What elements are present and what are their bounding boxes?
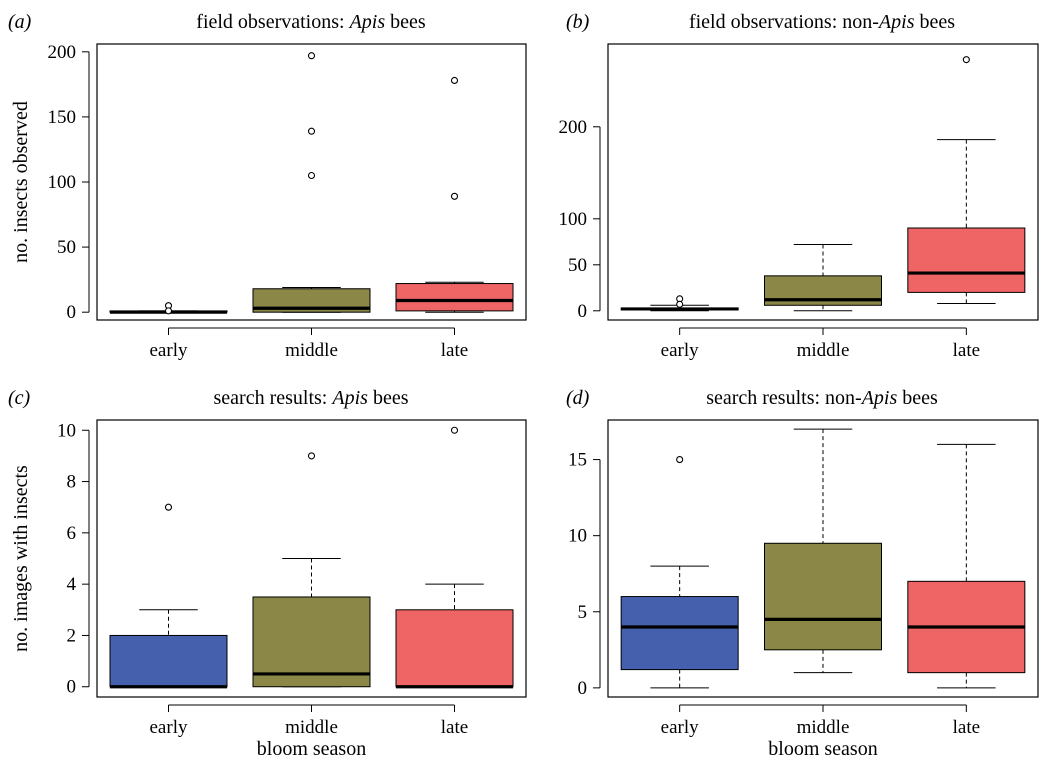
y-tick-label: 4: [67, 574, 77, 595]
panel-c: (c) search results: Apis bees 0 2 4 6 8 10 early…: [8, 387, 527, 760]
y-tick-label: 50: [568, 255, 587, 276]
y-tick-label: 100: [559, 209, 588, 230]
plot-frame: [607, 43, 1039, 321]
panel-letter: (a): [8, 11, 32, 33]
box-middle: [252, 52, 371, 313]
plot-frame: [96, 419, 527, 698]
y-tick-label: 0: [67, 677, 77, 698]
y-tick-label: 6: [67, 523, 77, 544]
panel-d: (d) search results: non-Apis bees 0 5 10 15 ea…: [566, 387, 1039, 760]
x-tick-label: middle: [285, 340, 338, 361]
title-suffix: bees: [385, 11, 426, 33]
outlier-point: [164, 503, 173, 511]
title-suffix: bees: [914, 11, 955, 33]
plot-frame: [96, 43, 527, 321]
outlier-point: [450, 76, 459, 85]
title-italic: Apis: [877, 11, 915, 33]
title-prefix: search results: non-: [706, 387, 862, 409]
iqr-box: [109, 634, 228, 688]
box-middle: [764, 428, 882, 674]
box-early: [620, 456, 739, 689]
y-tick-label: 8: [67, 472, 77, 493]
x-tick-label: late: [953, 717, 980, 738]
panel-a: (a) field observations: Apis bees 0 50 100 15…: [8, 11, 527, 361]
outlier-point: [450, 192, 459, 200]
box-early: [109, 302, 228, 315]
box-late: [395, 426, 514, 689]
y-tick-label: 5: [578, 602, 588, 623]
iqr-box: [620, 596, 739, 671]
y-tick-label: 200: [48, 42, 77, 63]
y-tick-label: 0: [578, 678, 588, 699]
panel-title: search results: Apis bees: [214, 387, 409, 409]
iqr-box: [395, 609, 514, 688]
box-early: [620, 295, 739, 312]
x-axis-label: bloom season: [768, 738, 877, 760]
box-middle: [764, 244, 882, 312]
iqr-box: [395, 283, 514, 312]
outlier-point: [962, 56, 970, 64]
panel-b: (b) field observations: non-Apis bees 0 50 1…: [559, 11, 1039, 361]
panel-letter: (c): [8, 387, 31, 409]
outlier-point: [307, 127, 316, 135]
iqr-box: [252, 288, 371, 313]
panel-letter: (d): [566, 387, 590, 409]
title-suffix: bees: [368, 387, 409, 409]
outlier-point: [676, 456, 684, 464]
y-axis-label: no. insects observed: [10, 101, 32, 263]
y-tick-label: 150: [48, 107, 77, 128]
outlier-point: [676, 300, 684, 308]
y-axis-label: no. images with insects: [10, 465, 32, 652]
x-tick-label: late: [441, 340, 468, 361]
outlier-point: [307, 452, 316, 460]
panel-title: field observations: non-Apis bees: [689, 11, 955, 33]
y-tick-label: 10: [568, 526, 587, 547]
title-italic: Apis: [860, 387, 898, 409]
y-tick-label: 0: [578, 301, 588, 322]
panel-letter: (b): [566, 11, 590, 33]
plot-frame: [607, 419, 1039, 698]
box-early: [109, 503, 228, 689]
x-tick-label: late: [953, 340, 980, 361]
box-late: [907, 56, 1026, 304]
title-prefix: field observations: non-: [689, 11, 879, 33]
x-tick-label: early: [150, 340, 188, 361]
x-tick-label: early: [661, 340, 699, 361]
y-tick-label: 200: [559, 117, 588, 138]
x-tick-label: middle: [285, 717, 338, 738]
outlier-point: [307, 52, 316, 60]
y-tick-label: 2: [67, 625, 77, 646]
outlier-point: [164, 307, 173, 315]
outlier-point: [450, 426, 459, 434]
y-tick-label: 0: [67, 302, 77, 323]
box-late: [907, 443, 1026, 689]
y-tick-label: 100: [48, 172, 77, 193]
x-axis-label: bloom season: [257, 738, 366, 760]
x-tick-label: early: [150, 717, 188, 738]
iqr-box: [907, 227, 1026, 293]
x-tick-label: middle: [797, 340, 850, 361]
x-tick-label: late: [441, 717, 468, 738]
panel-title: field observations: Apis bees: [196, 11, 426, 33]
title-italic: Apis: [348, 11, 386, 33]
iqr-box: [764, 542, 882, 651]
box-late: [395, 76, 514, 313]
iqr-box: [252, 596, 371, 688]
title-italic: Apis: [330, 387, 368, 409]
y-tick-label: 10: [57, 420, 76, 441]
title-prefix: search results:: [214, 387, 333, 409]
y-tick-label: 50: [57, 237, 76, 258]
title-suffix: bees: [897, 387, 938, 409]
panel-title: search results: non-Apis bees: [706, 387, 938, 409]
x-tick-label: middle: [797, 717, 850, 738]
box-middle: [252, 452, 371, 688]
outlier-point: [307, 171, 316, 180]
y-tick-label: 15: [568, 450, 587, 471]
x-tick-label: early: [661, 717, 699, 738]
title-prefix: field observations:: [196, 11, 349, 33]
